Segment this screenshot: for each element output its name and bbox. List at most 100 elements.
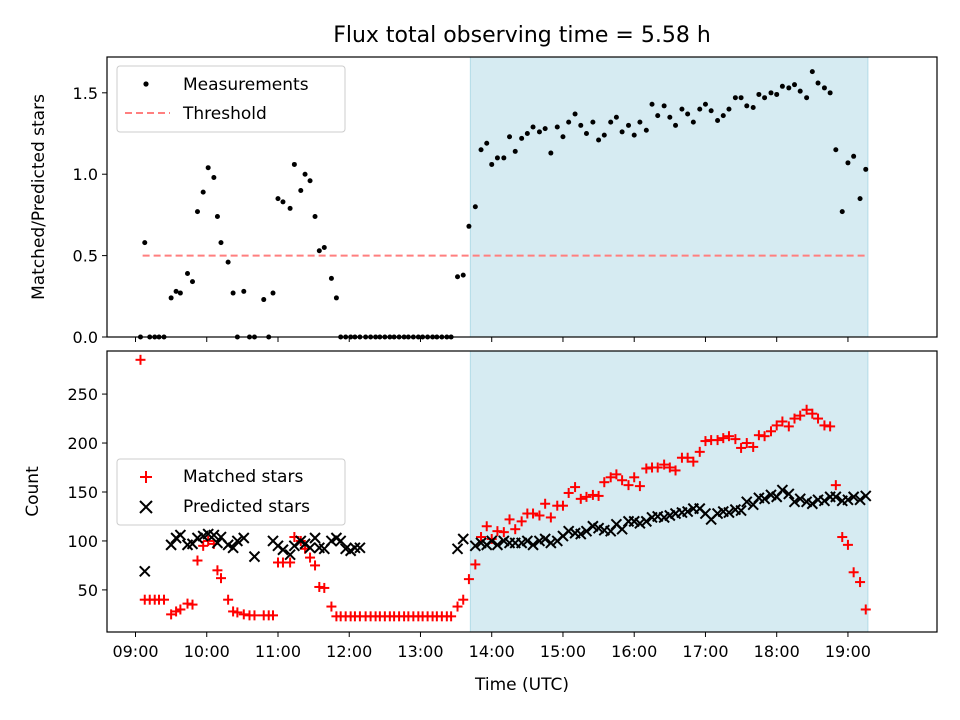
predicted-point-b xyxy=(277,544,289,556)
predicted-point-b xyxy=(491,539,504,551)
measurement-point xyxy=(189,279,195,285)
predicted-point-b xyxy=(284,548,296,561)
measurement-point xyxy=(857,196,863,202)
predicted-point-b xyxy=(222,539,234,551)
counts-y-axis-label: Count xyxy=(23,466,43,517)
predicted-point xyxy=(681,505,694,518)
measurement-point xyxy=(185,271,191,277)
predicted-point xyxy=(562,525,575,537)
measurement-point xyxy=(809,69,815,75)
predicted-point xyxy=(334,535,347,547)
predicted-point xyxy=(208,529,220,541)
legend-measurements-label: Measurements xyxy=(183,75,309,95)
predicted-point xyxy=(788,496,801,508)
matched-point xyxy=(652,462,663,473)
matched-point xyxy=(470,559,481,570)
matched-point xyxy=(446,611,457,622)
ratio-legend-box xyxy=(116,65,346,133)
matched-point xyxy=(682,452,693,463)
matched-point xyxy=(305,552,316,563)
measurement-point xyxy=(484,140,490,146)
predicted-point-b xyxy=(758,493,771,505)
predicted-point-b xyxy=(580,525,593,537)
predicted-point xyxy=(830,491,842,503)
predicted-point-b xyxy=(783,488,795,500)
measurement-point xyxy=(732,95,738,101)
predicted-point-b xyxy=(339,543,352,555)
measurement-point xyxy=(270,290,276,296)
predicted-point-b xyxy=(610,518,623,531)
measurement-point xyxy=(572,111,578,117)
measurement-point xyxy=(762,95,768,101)
measurement-point xyxy=(792,82,798,88)
predicted-point-b xyxy=(469,540,482,552)
predicted-point-b xyxy=(139,565,151,578)
matched-point xyxy=(540,498,551,509)
measurement-point xyxy=(173,288,179,294)
matched-point xyxy=(813,413,824,424)
predicted-point xyxy=(174,529,187,541)
predicted-point-b xyxy=(842,494,854,506)
measurement-point xyxy=(797,88,803,94)
measurement-point xyxy=(200,189,206,195)
matched-point xyxy=(860,604,871,615)
predicted-point-b xyxy=(569,527,581,539)
measurement-point xyxy=(241,288,247,294)
matched-point xyxy=(310,560,321,571)
measurement-point xyxy=(744,103,750,109)
counts-y-tick-label: 100 xyxy=(67,532,98,551)
predicted-point-b xyxy=(735,504,747,517)
measurement-point xyxy=(321,244,327,250)
matched-point xyxy=(510,524,521,535)
matched-point xyxy=(215,573,226,584)
measurement-point xyxy=(768,90,774,96)
measurement-point xyxy=(726,106,732,112)
predicted-point-b xyxy=(592,522,605,534)
matched-point xyxy=(557,500,568,511)
predicted-point xyxy=(248,550,261,563)
matched-point xyxy=(694,446,705,457)
predicted-point-b xyxy=(741,496,753,508)
predicted-point xyxy=(818,495,831,507)
predicted-point-b xyxy=(681,505,694,518)
legend-predicted-label: Predicted stars xyxy=(183,497,310,517)
measurement-point xyxy=(756,91,762,97)
matched-point xyxy=(563,487,574,498)
matched-point xyxy=(741,438,752,449)
predicted-point xyxy=(723,506,735,519)
counts-panel: 50 100 150 200 250 09:00 10:00 11:00 12:00 13:00… xyxy=(23,350,938,695)
predicted-point xyxy=(539,533,551,545)
measurement-point xyxy=(302,171,308,177)
measurement-point xyxy=(530,124,536,130)
predicted-point-b xyxy=(354,542,366,554)
measurement-point xyxy=(333,295,339,301)
measurement-point xyxy=(460,272,466,278)
predicted-point-b xyxy=(545,537,557,549)
matched-point xyxy=(855,577,866,588)
matched-point xyxy=(825,421,836,432)
measurement-point xyxy=(455,274,461,280)
predicted-stars-series xyxy=(139,484,872,578)
matched-point xyxy=(730,434,741,445)
predicted-point-b xyxy=(334,535,347,547)
predicted-point-b xyxy=(215,531,227,543)
matched-point xyxy=(285,557,296,568)
measurement-point xyxy=(697,106,703,112)
measurement-point xyxy=(280,199,286,205)
predicted-point xyxy=(288,540,301,552)
counts-y-tick-label: 200 xyxy=(67,434,98,453)
predicted-point-b xyxy=(800,496,813,508)
matched-point xyxy=(837,532,848,543)
measurement-point xyxy=(827,90,833,96)
predicted-point-b xyxy=(231,535,244,547)
counts-y-tick-label: 50 xyxy=(78,581,98,600)
measurement-point xyxy=(821,85,827,91)
predicted-point-b xyxy=(587,520,599,532)
predicted-point-b xyxy=(830,491,842,503)
ratio-axes-frame xyxy=(106,56,938,338)
predicted-point-b xyxy=(539,533,551,545)
predicted-point xyxy=(860,490,872,502)
matched-point xyxy=(629,472,640,483)
matched-point xyxy=(232,607,243,618)
matched-point xyxy=(688,456,699,467)
